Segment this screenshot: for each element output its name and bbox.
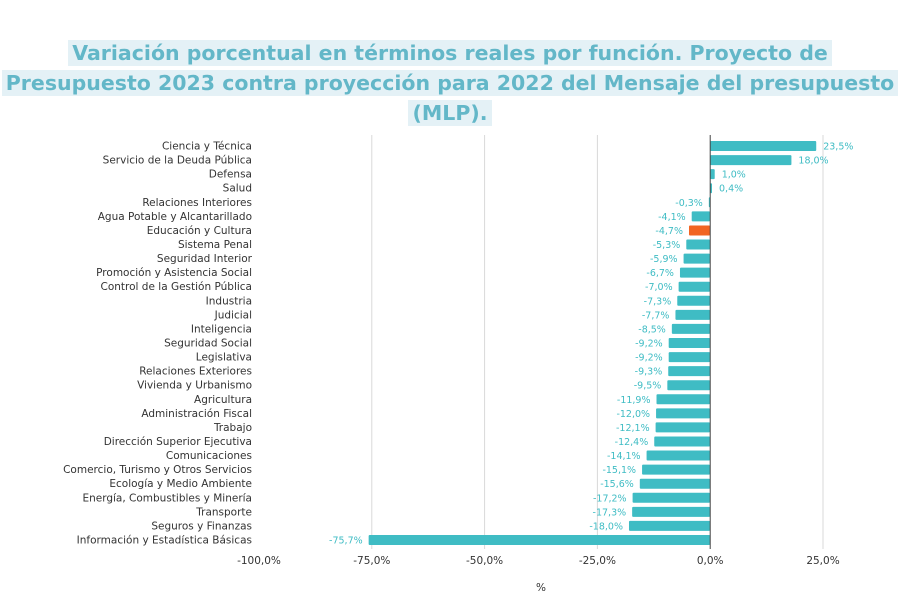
category-label: Salud	[223, 183, 252, 195]
data-label: -17,2%	[593, 493, 627, 504]
category-label: Trabajo	[213, 422, 252, 434]
category-label: Dirección Superior Ejecutiva	[104, 436, 252, 448]
bar	[668, 338, 711, 348]
category-label: Ecología y Medio Ambiente	[109, 478, 252, 490]
bar	[679, 267, 711, 278]
data-label: -75,7%	[329, 535, 363, 546]
category-label: Vivienda y Urbanismo	[137, 380, 252, 392]
bar	[668, 352, 711, 363]
category-label: Judicial	[214, 309, 252, 321]
data-label: 1,0%	[722, 170, 746, 181]
bar	[632, 506, 711, 517]
bar	[628, 520, 711, 531]
category-label: Administración Fiscal	[141, 408, 252, 420]
category-label: Industria	[206, 295, 252, 307]
category-label: Agua Potable y Alcantarillado	[98, 211, 252, 223]
data-label: -8,5%	[638, 324, 666, 335]
data-label: -15,6%	[600, 479, 634, 490]
bar	[656, 394, 711, 405]
category-label: Inteligencia	[191, 323, 252, 335]
data-label: -11,9%	[617, 395, 651, 406]
category-label: Control de la Gestión Pública	[101, 281, 252, 293]
bar	[686, 239, 711, 250]
bar	[675, 309, 711, 320]
chart-title: Variación porcentual en términos reales …	[0, 38, 900, 128]
category-label: Energía, Combustibles y Minería	[82, 492, 252, 504]
x-tick-label: -100,0%	[237, 555, 281, 567]
bar	[668, 366, 711, 377]
bar	[688, 225, 711, 236]
bar	[678, 281, 711, 292]
x-tick-label: -25,0%	[579, 555, 616, 567]
bar	[691, 211, 711, 222]
category-label: Seguridad Interior	[157, 253, 253, 265]
x-tick-label: -50,0%	[466, 555, 503, 567]
category-label: Defensa	[209, 169, 252, 181]
bar	[710, 141, 817, 152]
data-label: -12,4%	[615, 437, 649, 448]
category-label: Legislativa	[196, 352, 252, 364]
bar	[667, 380, 711, 391]
data-label: -7,7%	[642, 310, 670, 321]
data-label: 18,0%	[798, 156, 828, 167]
x-axis-label: %	[536, 582, 546, 594]
category-label: Servicio de la Deuda Pública	[103, 155, 252, 167]
data-label: 0,4%	[719, 184, 743, 195]
bar	[671, 323, 711, 334]
data-label: -18,0%	[589, 521, 623, 532]
bar	[710, 169, 715, 180]
bar	[646, 450, 711, 461]
data-label: -0,3%	[675, 198, 703, 209]
x-tick-label: -75,0%	[353, 555, 390, 567]
data-label: -5,3%	[653, 240, 681, 251]
data-label: 23,5%	[823, 142, 853, 153]
bar	[654, 436, 711, 447]
data-label: -9,5%	[634, 381, 662, 392]
bar	[677, 295, 711, 306]
data-label: -15,1%	[602, 465, 636, 476]
bar	[655, 422, 711, 433]
bar	[368, 534, 711, 545]
data-label: -7,0%	[645, 282, 673, 293]
bar	[683, 253, 711, 264]
data-label: -14,1%	[607, 451, 641, 462]
data-label: -12,0%	[616, 409, 650, 420]
bar	[710, 155, 792, 166]
bar	[639, 478, 711, 489]
category-label: Sistema Penal	[178, 239, 252, 251]
category-label: Agricultura	[194, 394, 252, 406]
category-label: Promoción y Asistencia Social	[96, 267, 252, 279]
category-label: Comercio, Turismo y Otros Servicios	[63, 464, 252, 476]
category-label: Información y Estadística Básicas	[77, 534, 252, 546]
category-label: Educación y Cultura	[147, 225, 252, 237]
data-label: -12,1%	[616, 423, 650, 434]
data-label: -6,7%	[646, 268, 674, 279]
category-label: Seguridad Social	[164, 338, 252, 350]
data-label: -9,2%	[635, 353, 663, 364]
data-label: -4,7%	[655, 226, 683, 237]
data-label: -17,3%	[593, 507, 627, 518]
data-label: -9,2%	[635, 339, 663, 350]
category-label: Comunicaciones	[166, 450, 252, 462]
data-label: -4,1%	[658, 212, 686, 223]
bar	[642, 464, 711, 475]
bar	[632, 492, 711, 503]
category-label: Relaciones Interiores	[142, 197, 252, 209]
bar	[656, 408, 711, 419]
data-label: -9,3%	[635, 367, 663, 378]
category-label: Transporte	[195, 506, 252, 518]
category-label: Relaciones Exteriores	[139, 366, 252, 378]
x-tick-label: 0,0%	[697, 555, 724, 567]
category-label: Seguros y Finanzas	[151, 520, 252, 532]
x-tick-label: 25,0%	[806, 555, 839, 567]
data-label: -7,3%	[644, 296, 672, 307]
data-label: -5,9%	[650, 254, 678, 265]
category-label: Ciencia y Técnica	[162, 141, 252, 153]
